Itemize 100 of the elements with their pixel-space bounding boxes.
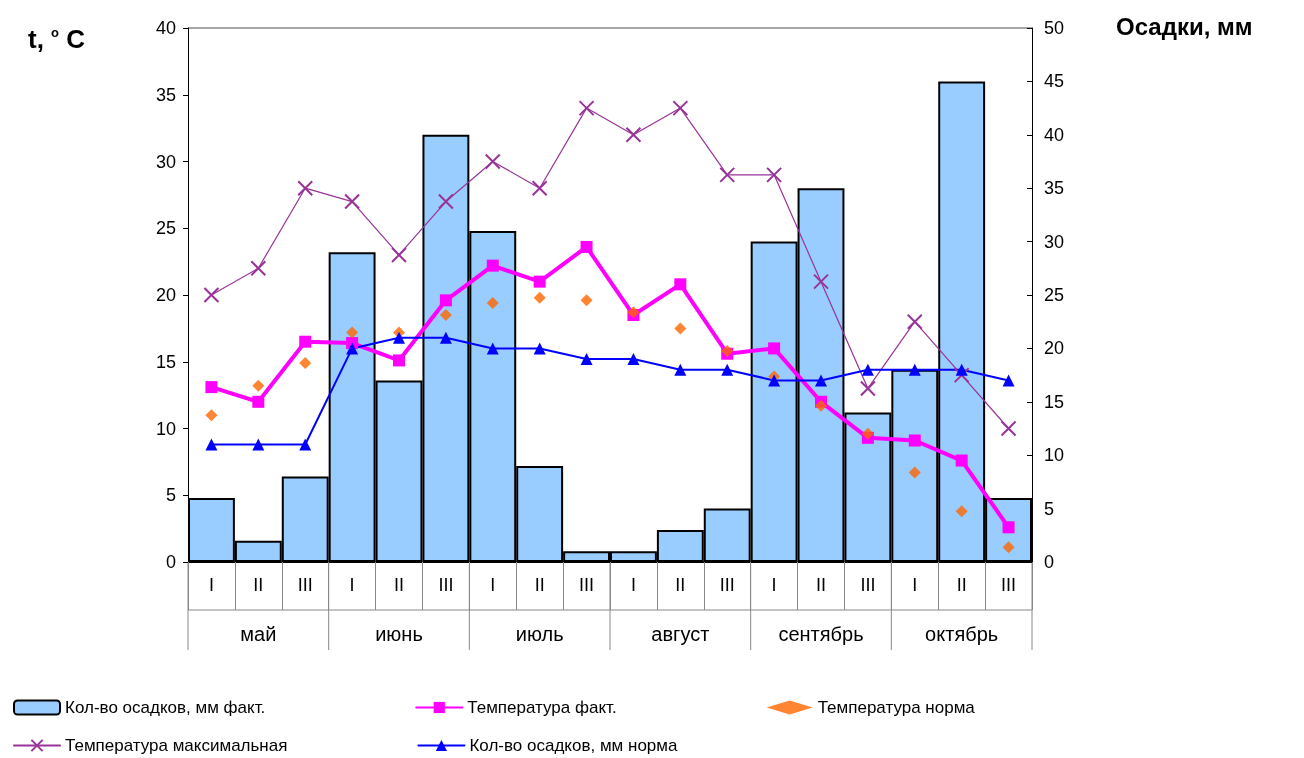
point [674,322,687,335]
point [439,309,452,322]
point [346,326,359,339]
point [1002,541,1015,554]
y2-tick-label: 40 [1044,124,1065,145]
y-tick-label: 35 [155,84,176,105]
y2-tick-label: 30 [1044,231,1065,252]
point [484,153,501,170]
legend-label: Температура факт. [467,698,617,717]
point [813,273,829,290]
x-tick-label: I [349,575,355,595]
x-tick-label: II [815,575,827,595]
x-tick-label: III [1001,575,1017,595]
point [955,454,968,467]
point [486,297,499,310]
point [1000,420,1017,437]
x-tick-label: II [253,575,264,595]
point [627,353,640,366]
legend-label: Кол-во осадков, мм факт. [65,698,266,717]
y2-tick-label: 35 [1044,178,1065,199]
y-tick-label: 5 [165,485,176,506]
point [1002,374,1015,387]
point [252,379,265,392]
point [625,126,642,143]
point [437,193,454,210]
y-tick-label: 10 [155,418,176,439]
y-tick-label: 20 [155,285,176,305]
point [955,363,968,376]
point [299,357,312,370]
y2-tick-label: 20 [1044,338,1065,359]
point [815,399,827,412]
y2-tick-label: 15 [1044,391,1065,412]
point [299,335,312,348]
point [252,438,265,451]
text: июнь [375,623,423,645]
point [205,409,218,422]
x-tick-label: III [438,575,454,595]
point [299,438,312,451]
text: июль [515,623,564,645]
x-tick-label: II [393,575,405,595]
x-tick-label: I [630,575,636,595]
point [252,395,265,408]
point [768,374,781,387]
point [393,331,405,344]
point [674,363,687,376]
point [533,291,546,304]
point [766,166,783,183]
point [439,331,452,344]
point [768,342,781,355]
legend-label: Температура норма [817,698,976,717]
point [580,240,593,253]
point [815,374,827,387]
point [721,363,734,376]
point [205,381,218,394]
y-tick-label: 0 [165,552,176,572]
x-tick-label: III [579,575,595,595]
point [578,100,595,117]
point [533,342,546,355]
point [861,363,874,376]
legend-label: Температура максимальная [65,736,288,755]
legend-label: Кол-во осадков, мм норма [469,736,678,755]
y2-tick-label: 0 [1044,552,1055,572]
point [859,380,876,397]
y2-tick-label: 10 [1044,445,1065,466]
y-tick-label: 15 [155,351,176,372]
text: май [240,623,277,645]
point [906,313,923,330]
point [391,246,407,263]
y2-tick-label: 45 [1044,71,1065,92]
point [531,180,548,197]
point [908,434,921,447]
point [908,363,921,376]
point [346,342,359,355]
y2-tick-label: 25 [1044,285,1065,305]
point [203,287,220,303]
point [955,505,968,518]
x-tick-label: II [956,575,967,595]
point [953,367,970,384]
point [205,438,218,451]
y-tick-label: 40 [155,18,176,38]
y-tick-label: 25 [155,218,176,239]
point [719,166,736,183]
x-tick-label: I [208,575,214,595]
point [672,100,689,117]
point [250,260,267,277]
text: август [651,623,710,645]
point [344,193,361,210]
point [1002,521,1015,534]
point [580,294,593,307]
point [486,259,499,272]
point [393,354,405,367]
y2-axis-title: Осадки, мм [1116,12,1253,40]
y-axis-title: t, o C [28,24,86,54]
point [297,180,314,197]
x-tick-label: III [297,575,313,595]
text: сентябрь [778,623,864,645]
y2-tick-label: 50 [1044,18,1065,38]
x-tick-label: I [912,575,918,595]
x-tick-label: III [860,575,876,595]
point [674,278,687,291]
